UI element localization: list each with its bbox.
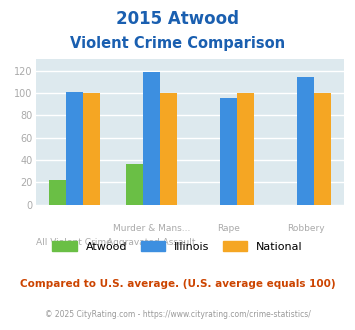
Bar bbox=[160, 93, 177, 205]
Bar bbox=[237, 93, 254, 205]
Bar bbox=[66, 92, 83, 205]
Text: 2015 Atwood: 2015 Atwood bbox=[116, 10, 239, 28]
Text: Robbery: Robbery bbox=[287, 224, 324, 233]
Text: © 2025 CityRating.com - https://www.cityrating.com/crime-statistics/: © 2025 CityRating.com - https://www.city… bbox=[45, 310, 310, 319]
Bar bbox=[220, 98, 237, 205]
Bar bbox=[83, 93, 100, 205]
Text: Murder & Mans...: Murder & Mans... bbox=[113, 224, 190, 233]
Text: All Violent Crime: All Violent Crime bbox=[36, 238, 112, 247]
Bar bbox=[126, 164, 143, 205]
Bar bbox=[297, 77, 314, 205]
Text: Compared to U.S. average. (U.S. average equals 100): Compared to U.S. average. (U.S. average … bbox=[20, 279, 335, 289]
Text: Violent Crime Comparison: Violent Crime Comparison bbox=[70, 36, 285, 51]
Text: Aggravated Assault: Aggravated Assault bbox=[107, 238, 196, 247]
Bar bbox=[49, 180, 66, 205]
Text: Rape: Rape bbox=[217, 224, 240, 233]
Legend: Atwood, Illinois, National: Atwood, Illinois, National bbox=[48, 237, 307, 256]
Bar bbox=[143, 72, 160, 205]
Bar bbox=[314, 93, 331, 205]
